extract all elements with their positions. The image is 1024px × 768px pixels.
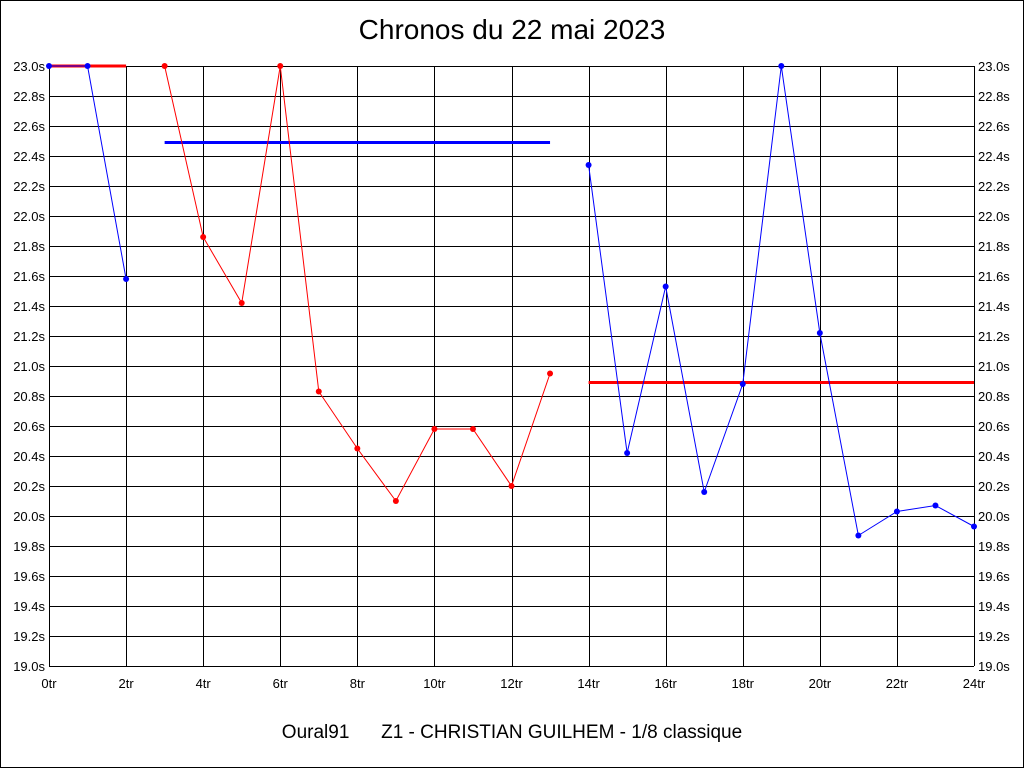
data-point xyxy=(739,381,746,387)
y-tick-label: 20.2s xyxy=(13,479,45,494)
y-tick-label-right: 20.0s xyxy=(978,509,1010,524)
y-tick-label: 19.0s xyxy=(13,659,45,674)
y-tick-label: 19.2s xyxy=(13,629,45,644)
data-point xyxy=(354,445,361,452)
y-tick-label: 21.4s xyxy=(13,299,45,314)
grid xyxy=(49,66,975,667)
x-tick-label: 10tr xyxy=(423,676,446,691)
y-tick-label-right: 20.6s xyxy=(978,419,1010,434)
x-tick-label: 14tr xyxy=(577,676,600,691)
y-tick-label-right: 20.2s xyxy=(978,479,1010,494)
y-tick-label: 22.4s xyxy=(13,149,45,164)
x-axis-labels: 0tr 2tr 4tr 6tr 8tr 10tr 12tr 14tr 16tr 18tr 20tr 2… xyxy=(41,676,985,691)
y-tick-label-right: 22.8s xyxy=(978,89,1010,104)
data-point xyxy=(469,426,476,432)
y-tick-label: 22.6s xyxy=(13,119,45,134)
x-tick-label: 6tr xyxy=(273,676,289,691)
y-tick-label: 21.0s xyxy=(13,359,45,374)
y-tick-label-right: 21.6s xyxy=(978,269,1010,284)
y-tick-label-right: 21.8s xyxy=(978,239,1010,254)
y-tick-label-right: 22.2s xyxy=(978,179,1010,194)
data-point xyxy=(238,300,245,306)
data-point xyxy=(277,63,284,69)
y-tick-label-right: 23.0s xyxy=(978,59,1010,74)
data-point xyxy=(778,63,785,69)
y-tick-label: 20.6s xyxy=(13,419,45,434)
x-tick-label: 8tr xyxy=(350,676,366,691)
series-line-1 xyxy=(49,65,127,280)
series-lines xyxy=(46,63,977,539)
y-tick-label-right: 21.2s xyxy=(978,329,1010,344)
y-tick-label: 21.8s xyxy=(13,239,45,254)
footer-description: Z1 - CHRISTIAN GUILHEM - 1/8 classique xyxy=(381,722,743,743)
data-point xyxy=(816,330,823,336)
y-tick-label: 23.0s xyxy=(13,59,45,74)
x-tick-label: 4tr xyxy=(196,676,212,691)
data-point xyxy=(508,483,515,489)
y-tick-label-right: 19.6s xyxy=(978,569,1010,584)
data-point xyxy=(200,234,207,240)
data-point xyxy=(585,162,592,168)
x-tick-label: 20tr xyxy=(809,676,832,691)
data-point xyxy=(971,523,977,530)
y-tick-label-right: 20.8s xyxy=(978,389,1010,404)
x-tick-label: 22tr xyxy=(886,676,909,691)
y-tick-label-right: 21.4s xyxy=(978,299,1010,314)
y-tick-label-right: 19.2s xyxy=(978,629,1010,644)
data-point xyxy=(893,508,900,515)
reference-lines xyxy=(49,64,974,384)
data-point xyxy=(315,388,322,395)
footer-user: Oural91 xyxy=(281,722,350,743)
x-tick-label: 18tr xyxy=(732,676,755,691)
y-tick-label-right: 19.0s xyxy=(978,659,1010,674)
data-point xyxy=(932,502,939,509)
data-point xyxy=(84,63,91,69)
x-tick-label: 0tr xyxy=(41,676,57,691)
chart-title: Chronos du 22 mai 2023 xyxy=(358,14,666,45)
data-point xyxy=(624,450,631,456)
x-tick-label: 16tr xyxy=(654,676,677,691)
y-tick-label: 20.8s xyxy=(13,389,45,404)
data-point xyxy=(855,532,862,539)
y-axis-left-labels: 19.0s 19.2s 19.4s 19.6s 19.8s 20.0s 20.2s 20.4s… xyxy=(13,59,45,674)
data-point xyxy=(392,498,399,504)
y-tick-label-right: 22.0s xyxy=(978,209,1010,224)
y-tick-label: 19.8s xyxy=(13,539,45,554)
y-tick-label: 19.6s xyxy=(13,569,45,584)
y-tick-label-right: 21.0s xyxy=(978,359,1010,374)
y-tick-label: 22.8s xyxy=(13,89,45,104)
y-tick-label: 20.4s xyxy=(13,449,45,464)
data-point xyxy=(123,276,130,282)
y-tick-label-right: 20.4s xyxy=(978,449,1010,464)
x-tick-label: 24tr xyxy=(963,676,986,691)
data-point xyxy=(547,370,554,377)
y-tick-label-right: 22.4s xyxy=(978,149,1010,164)
y-tick-label: 21.6s xyxy=(13,269,45,284)
y-tick-label: 22.2s xyxy=(13,179,45,194)
series-line-3 xyxy=(588,65,975,537)
y-axis-right-labels: 19.0s 19.2s 19.4s 19.6s 19.8s 20.0s 20.2s 20.4s… xyxy=(978,59,1010,674)
data-point xyxy=(431,426,438,432)
chart-footer: Oural91 Z1 - CHRISTIAN GUILHEM - 1/8 cla… xyxy=(0,722,1024,744)
data-point xyxy=(662,283,669,290)
y-tick-label: 19.4s xyxy=(13,599,45,614)
data-point xyxy=(46,63,52,69)
data-point xyxy=(161,63,168,69)
y-tick-label: 20.0s xyxy=(13,509,45,524)
data-point xyxy=(701,489,708,495)
x-tick-label: 2tr xyxy=(118,676,134,691)
y-tick-label-right: 22.6s xyxy=(978,119,1010,134)
y-tick-label: 22.0s xyxy=(13,209,45,224)
y-tick-label-right: 19.4s xyxy=(978,599,1010,614)
y-tick-label-right: 19.8s xyxy=(978,539,1010,554)
y-tick-label: 21.2s xyxy=(13,329,45,344)
x-tick-label: 12tr xyxy=(500,676,523,691)
